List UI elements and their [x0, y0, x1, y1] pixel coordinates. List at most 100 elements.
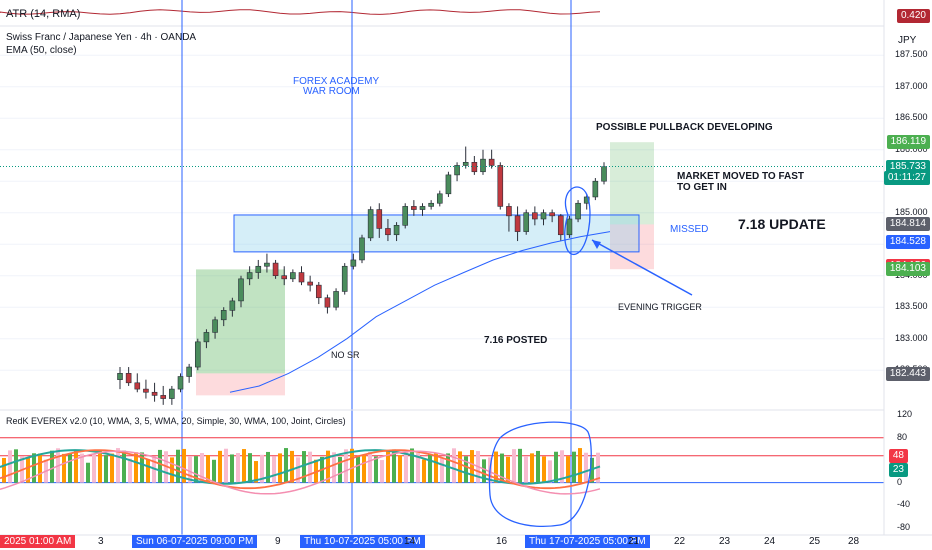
price-tick-label: 187.500	[895, 49, 928, 60]
ema-line	[229, 231, 611, 393]
price-tick-label: 185.000	[895, 206, 928, 217]
price-tag: 01:11:27	[883, 170, 930, 185]
osc-bar	[254, 461, 258, 483]
osc-bar	[92, 454, 96, 483]
candle-up	[428, 202, 434, 207]
currency-label[interactable]: JPY	[898, 35, 917, 46]
price-tick-label: 186.500	[895, 112, 928, 123]
candle-down	[315, 284, 322, 299]
candle-down	[151, 391, 158, 396]
candle-up	[117, 373, 123, 380]
osc-bar	[464, 456, 468, 483]
osc-bar	[26, 457, 30, 483]
osc-bar	[578, 448, 582, 483]
price-tag: 186.119	[886, 135, 930, 150]
osc-bar	[548, 460, 552, 483]
osc-bar	[368, 451, 372, 483]
osc-bar	[260, 454, 264, 483]
candle-up	[290, 272, 296, 280]
candle-down	[557, 215, 564, 236]
osc-bar	[308, 451, 312, 483]
symbol-title[interactable]: Swiss Franc / Japanese Yen · 4h · OANDA	[6, 32, 197, 43]
no-sr-label: NO SR	[331, 350, 360, 360]
osc-highlight-circle	[488, 421, 592, 528]
candle-down	[143, 388, 149, 393]
osc-bar	[158, 449, 162, 483]
candle-up	[264, 262, 270, 267]
osc-bar	[572, 451, 576, 483]
time-label-21: 21	[628, 536, 640, 547]
forex-academy-label: FOREX ACADEMY	[293, 76, 380, 87]
candle-down	[298, 272, 305, 283]
osc-bar	[14, 449, 18, 483]
missed-label: MISSED	[670, 224, 709, 235]
candle-down	[506, 206, 512, 217]
candle-up	[255, 265, 262, 273]
osc-bar	[362, 454, 366, 483]
price-tick-label: 183.000	[895, 332, 928, 343]
osc-bar	[404, 452, 408, 483]
osc-bar	[500, 453, 504, 483]
osc-bar	[8, 450, 12, 483]
osc-bar	[446, 453, 450, 483]
osc-bar	[266, 451, 270, 483]
osc-bar	[392, 449, 396, 483]
candle-up	[367, 209, 374, 239]
time-highlight-thu17: Thu 17-07-2025 05:00 PM	[525, 535, 650, 548]
trigger-arrow-head	[592, 240, 601, 249]
trigger-arrow-line	[591, 239, 693, 296]
long-stop-box	[196, 373, 285, 396]
time-label-25: 25	[809, 536, 821, 547]
osc-bar	[524, 456, 528, 483]
time-highlight-thu10: Thu 10-07-2025 05:00 PM	[300, 535, 425, 548]
osc-bar	[104, 455, 108, 483]
candle-up	[194, 341, 201, 368]
price-tick-label: 187.000	[895, 80, 928, 91]
candle-up	[601, 166, 607, 182]
candle-up	[220, 310, 227, 321]
candle-up	[203, 332, 210, 343]
time-highlight-start: 2025 01:00 AM	[0, 535, 76, 548]
candle-up	[462, 162, 469, 166]
candle-down	[385, 228, 391, 236]
ema-legend[interactable]: EMA (50, close)	[6, 45, 77, 56]
osc-bar	[206, 454, 210, 483]
candle-up	[540, 212, 547, 220]
time-label-22: 22	[674, 536, 686, 547]
osc-bar	[200, 453, 204, 483]
osc-bar	[98, 450, 102, 483]
osc-bar	[248, 453, 252, 483]
atr-value-tag: 0.420	[896, 9, 930, 23]
candle-up	[186, 366, 192, 377]
evening-trigger-label: EVENING TRIGGER	[618, 302, 702, 312]
price-tag: 184.814	[885, 217, 930, 232]
time-label-14: 14	[404, 536, 416, 547]
candle-down	[272, 262, 279, 277]
time-label-24: 24	[764, 536, 776, 547]
osc-bar	[302, 451, 306, 483]
candle-down	[376, 209, 383, 229]
price-tag: 185.733	[885, 159, 930, 174]
osc-bar	[338, 457, 342, 483]
pullback-label: POSSIBLE PULLBACK DEVELOPING	[596, 122, 773, 133]
osc-bar	[518, 448, 522, 483]
osc-bar	[272, 456, 276, 483]
time-label-28: 28	[848, 536, 860, 547]
candle-up	[419, 206, 426, 210]
osc-bar	[50, 450, 54, 483]
candle-up	[523, 212, 530, 232]
osc-bar	[536, 450, 540, 483]
oscillator-title[interactable]: RedK EVEREX v2.0 (10, WMA, 3, 5, WMA, 20…	[6, 416, 346, 426]
osc-bar	[506, 456, 510, 483]
candle-up	[177, 376, 184, 390]
candle-down	[514, 215, 521, 232]
osc-bar	[134, 452, 138, 483]
candle-up	[436, 193, 443, 204]
osc-bar	[290, 450, 294, 483]
candle-up	[480, 158, 486, 173]
osc-bar	[86, 462, 90, 483]
osc-tag: 48	[888, 448, 908, 463]
candle-down	[532, 212, 538, 220]
osc-bar	[242, 449, 246, 483]
candle-up	[575, 202, 581, 220]
